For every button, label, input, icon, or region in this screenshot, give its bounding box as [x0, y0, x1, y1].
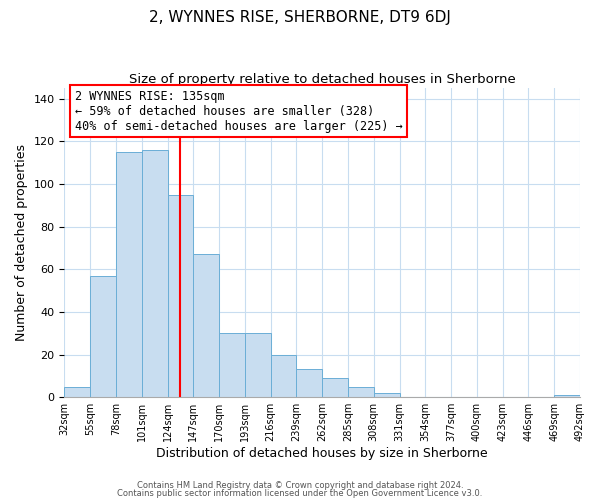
Bar [271, 354, 296, 397]
Bar [193, 254, 219, 397]
Bar [322, 378, 348, 397]
Bar [90, 276, 116, 397]
Bar [219, 333, 245, 397]
Text: Contains public sector information licensed under the Open Government Licence v3: Contains public sector information licen… [118, 488, 482, 498]
Bar [296, 370, 322, 397]
Bar [64, 386, 90, 397]
Bar [142, 150, 167, 397]
Bar [167, 194, 193, 397]
Bar [116, 152, 142, 397]
Text: 2, WYNNES RISE, SHERBORNE, DT9 6DJ: 2, WYNNES RISE, SHERBORNE, DT9 6DJ [149, 10, 451, 25]
Bar [554, 395, 580, 397]
Bar [374, 393, 400, 397]
Bar [245, 333, 271, 397]
Text: Contains HM Land Registry data © Crown copyright and database right 2024.: Contains HM Land Registry data © Crown c… [137, 481, 463, 490]
Bar [348, 386, 374, 397]
Title: Size of property relative to detached houses in Sherborne: Size of property relative to detached ho… [129, 72, 515, 86]
X-axis label: Distribution of detached houses by size in Sherborne: Distribution of detached houses by size … [157, 447, 488, 460]
Y-axis label: Number of detached properties: Number of detached properties [15, 144, 28, 341]
Text: 2 WYNNES RISE: 135sqm
← 59% of detached houses are smaller (328)
40% of semi-det: 2 WYNNES RISE: 135sqm ← 59% of detached … [75, 90, 403, 132]
